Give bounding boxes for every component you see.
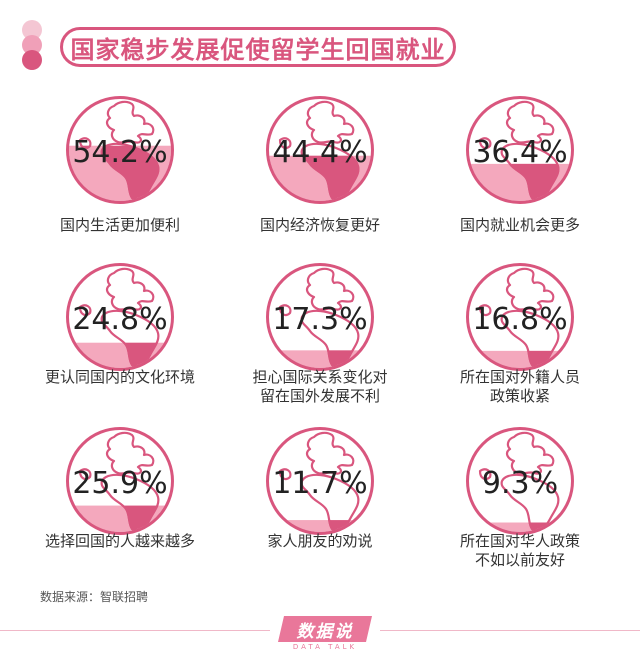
globe-mark: 11.7%	[266, 427, 374, 535]
dot-3	[22, 50, 42, 70]
value-label: 54.2%	[72, 135, 167, 170]
category-label: 所在国对外籍人员 政策收紧	[420, 368, 620, 406]
globe-mark: 9.3%	[466, 427, 574, 535]
category-label: 家人朋友的劝说	[220, 532, 420, 551]
category-label-line: 政策收紧	[489, 387, 550, 405]
globe-mark: 16.8%	[466, 263, 574, 371]
category-label-line: 所在国对华人政策	[459, 532, 580, 550]
category-label-line: 所在国对外籍人员	[459, 368, 580, 386]
globe-mark: 25.9%	[66, 427, 174, 535]
globe-outline	[66, 427, 174, 535]
globe-mark: 36.4%	[466, 96, 574, 204]
globe-land	[78, 100, 160, 201]
category-label-line: 不如以前友好	[474, 551, 565, 569]
globe-outline	[466, 427, 574, 535]
chart-title: 国家稳步发展促使留学生回国就业	[70, 35, 446, 64]
value-fill	[269, 520, 371, 532]
value-fill	[269, 350, 371, 368]
brand-logo: 数据说 DATA TALK	[278, 616, 372, 651]
category-label-line: 选择回国的人越来越多	[44, 532, 195, 550]
logo-box: 数据说	[278, 616, 372, 642]
category-label-line: 国内就业机会更多	[459, 216, 580, 234]
category-label: 国内经济恢复更好	[220, 216, 420, 235]
value-fill	[469, 522, 571, 532]
category-label-line: 家人朋友的劝说	[267, 532, 373, 550]
globe-land	[478, 100, 560, 201]
value-label: 36.4%	[472, 135, 567, 170]
value-label: 11.7%	[272, 466, 367, 501]
globe-mark: 24.8%	[66, 263, 174, 371]
logo-name: 数据说	[296, 621, 354, 642]
globe-land	[478, 431, 560, 532]
globe-land	[78, 431, 160, 532]
category-label-line: 国内经济恢复更好	[259, 216, 380, 234]
logo-subtitle: DATA TALK	[292, 643, 358, 651]
decorative-dots	[22, 20, 44, 70]
globe-mark: 54.2%	[66, 96, 174, 204]
category-label-line: 更认同国内的文化环境	[44, 368, 195, 386]
value-label: 44.4%	[272, 135, 367, 170]
footer-line-right	[380, 630, 640, 631]
globe-land	[278, 267, 360, 368]
category-label: 所在国对华人政策 不如以前友好	[420, 532, 620, 570]
globe-outline	[466, 96, 574, 204]
value-label: 16.8%	[472, 302, 567, 337]
globe-outline	[66, 96, 174, 204]
title-banner: 国家稳步发展促使留学生回国就业	[60, 27, 456, 67]
globe-chart: 54.2% 44.4% 36.4% 24.8% 17.3% 16.8% 25.9% 11.7%…	[66, 96, 574, 535]
category-label: 选择回国的人越来越多	[20, 532, 220, 551]
category-label: 国内生活更加便利	[20, 216, 220, 235]
globe-outline	[66, 263, 174, 371]
globe-outline	[466, 263, 574, 371]
data-source: 数据来源：智联招聘	[40, 590, 149, 604]
globe-outline	[266, 263, 374, 371]
value-label: 24.8%	[72, 302, 167, 337]
globe-outline	[266, 427, 374, 535]
globe-land	[278, 100, 360, 201]
category-label-line: 留在国外发展不利	[259, 387, 380, 405]
category-label-line: 国内生活更加便利	[59, 216, 180, 234]
category-label: 国内就业机会更多	[420, 216, 620, 235]
category-label-line: 担心国际关系变化对	[252, 368, 388, 386]
globe-mark: 44.4%	[266, 96, 374, 204]
value-label: 25.9%	[72, 466, 167, 501]
globe-land	[478, 267, 560, 368]
footer-line-left	[0, 630, 270, 631]
globe-mark: 17.3%	[266, 263, 374, 371]
globe-land	[78, 267, 160, 368]
value-label: 17.3%	[272, 302, 367, 337]
category-label: 担心国际关系变化对 留在国外发展不利	[220, 368, 420, 406]
globe-land	[278, 431, 360, 532]
category-label: 更认同国内的文化环境	[20, 368, 220, 387]
globe-outline	[266, 96, 374, 204]
value-label: 9.3%	[482, 466, 558, 501]
